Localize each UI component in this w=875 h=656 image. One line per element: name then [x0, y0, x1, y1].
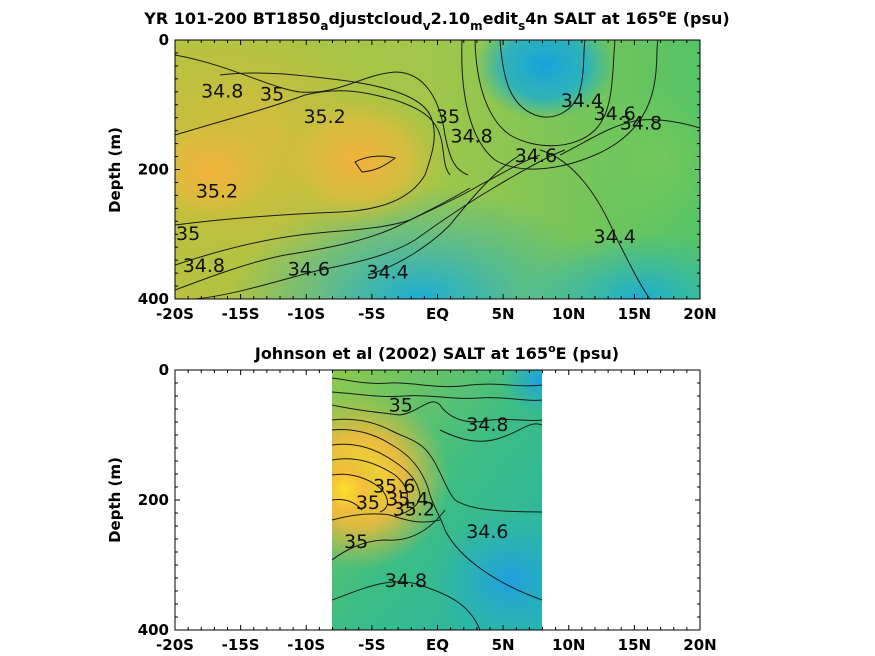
panel-bottom-title: Johnson et al (2002) SALT at 165oE (psu)	[254, 342, 619, 363]
contour-label: 34.6	[515, 145, 557, 167]
x-tick-label: -15S	[222, 305, 260, 323]
x-tick-label: 5N	[492, 305, 515, 323]
panel-bottom: Johnson et al (2002) SALT at 165oE (psu)	[106, 342, 717, 654]
x-tick-label: EQ	[426, 305, 449, 323]
contour-label: 35.2	[303, 106, 345, 128]
y-tick-label: 400	[138, 290, 169, 308]
contour-label: 34.6	[594, 103, 636, 125]
y-tick-label: 200	[138, 161, 169, 179]
contour-label: 34.8	[466, 414, 508, 436]
contour-label: 34.8	[620, 113, 662, 135]
contour-label: 35.6	[373, 476, 415, 498]
panel-bottom-y-axis: 0 200 400	[138, 361, 700, 639]
x-tick-label: 10N	[552, 636, 585, 654]
panel-top: YR 101-200 BT1850adjustcloudv2.10medits4…	[106, 7, 730, 323]
contour-label: 34.6	[466, 521, 508, 543]
contour-label: 35	[344, 531, 368, 553]
panel-top-x-axis: -20S -15S -10S -5S EQ 5N 10N 15N 20N	[156, 40, 717, 323]
contour-label: 35	[176, 223, 200, 245]
x-tick-label: -5S	[358, 305, 385, 323]
contour-label: 34.8	[385, 570, 427, 592]
contour-label: 34.8	[201, 80, 243, 102]
x-tick-label: 10N	[552, 305, 585, 323]
panel-bottom-contour-labels: 35 34.8 35.635.4 35 35.2 34.6 35 34.8	[344, 394, 509, 592]
x-tick-label: 15N	[618, 636, 651, 654]
contour-label: 34.4	[594, 226, 636, 248]
contour-label: 35.2	[196, 181, 238, 203]
x-tick-label: -10S	[287, 636, 325, 654]
contour-label: 34.8	[450, 126, 492, 148]
contour-label: 34.4	[366, 262, 408, 284]
x-tick-label: -10S	[287, 305, 325, 323]
panel-bottom-x-axis: -20S -15S -10S -5S EQ 5N 10N 15N 20N	[156, 370, 717, 654]
x-tick-label: 20N	[683, 636, 716, 654]
y-tick-label: 400	[138, 621, 169, 639]
panel-top-y-axis: 0 200 400	[138, 31, 700, 308]
x-tick-label: 5N	[492, 636, 515, 654]
contour-label: 34.8	[183, 255, 225, 277]
contour-label: 35	[389, 394, 413, 416]
x-tick-label: 15N	[618, 305, 651, 323]
panel-bottom-field	[332, 370, 542, 630]
panel-top-field	[175, 40, 700, 299]
x-tick-label: -15S	[222, 636, 260, 654]
y-tick-label: 0	[159, 31, 169, 49]
contour-label: 34.4	[561, 90, 603, 112]
contour-label: 35	[436, 106, 460, 128]
y-tick-label: 200	[138, 491, 169, 509]
y-tick-label: 0	[159, 361, 169, 379]
panel-bottom-ylabel: Depth (m)	[106, 457, 124, 543]
contour-label: 35	[356, 492, 380, 514]
x-tick-label: 20N	[683, 305, 716, 323]
panel-top-title: YR 101-200 BT1850adjustcloudv2.10medits4…	[143, 7, 729, 33]
x-tick-label: EQ	[426, 636, 449, 654]
panel-top-ylabel: Depth (m)	[106, 127, 124, 213]
contour-label: 34.6	[288, 258, 330, 280]
x-tick-label: -20S	[156, 305, 194, 323]
x-tick-label: -5S	[358, 636, 385, 654]
contour-label: 35.2	[393, 498, 435, 520]
contour-label: 35	[260, 84, 284, 106]
contour-label: 35.4	[386, 489, 428, 511]
x-tick-label: -20S	[156, 636, 194, 654]
